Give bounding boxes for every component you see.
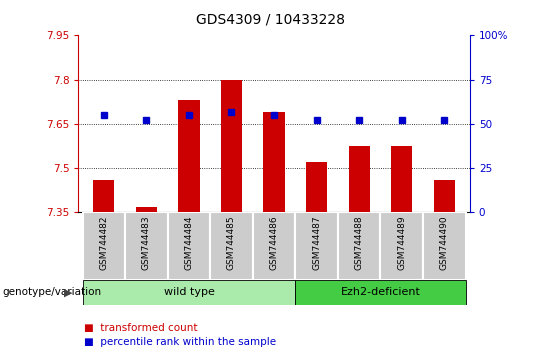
Text: genotype/variation: genotype/variation xyxy=(3,287,102,297)
Bar xyxy=(381,212,423,280)
Bar xyxy=(83,280,295,305)
Text: ■  percentile rank within the sample: ■ percentile rank within the sample xyxy=(84,337,276,347)
Bar xyxy=(295,212,338,280)
Bar xyxy=(348,146,370,212)
Bar xyxy=(264,112,285,212)
Text: GSM744482: GSM744482 xyxy=(99,216,109,270)
Text: GSM744485: GSM744485 xyxy=(227,216,236,270)
Text: ■  transformed count: ■ transformed count xyxy=(84,323,197,333)
Text: GSM744489: GSM744489 xyxy=(397,216,406,270)
Text: GDS4309 / 10433228: GDS4309 / 10433228 xyxy=(195,12,345,27)
Bar xyxy=(125,212,167,280)
Bar xyxy=(93,180,114,212)
Bar xyxy=(136,206,157,212)
Bar xyxy=(391,146,413,212)
Bar xyxy=(434,180,455,212)
Text: GSM744490: GSM744490 xyxy=(440,216,449,270)
Bar xyxy=(295,280,465,305)
Bar xyxy=(221,80,242,212)
Text: GSM744488: GSM744488 xyxy=(355,216,363,270)
Bar xyxy=(83,212,125,280)
Bar xyxy=(423,212,465,280)
Bar xyxy=(253,212,295,280)
Bar xyxy=(178,100,200,212)
Bar xyxy=(210,212,253,280)
Bar xyxy=(338,212,381,280)
Text: GSM744486: GSM744486 xyxy=(269,216,279,270)
Text: wild type: wild type xyxy=(164,287,214,297)
Text: GSM744487: GSM744487 xyxy=(312,216,321,270)
Text: GSM744484: GSM744484 xyxy=(185,216,193,270)
Text: Ezh2-deficient: Ezh2-deficient xyxy=(341,287,420,297)
Bar xyxy=(167,212,210,280)
Bar xyxy=(306,162,327,212)
Text: GSM744483: GSM744483 xyxy=(142,216,151,270)
Text: ▶: ▶ xyxy=(64,287,73,297)
